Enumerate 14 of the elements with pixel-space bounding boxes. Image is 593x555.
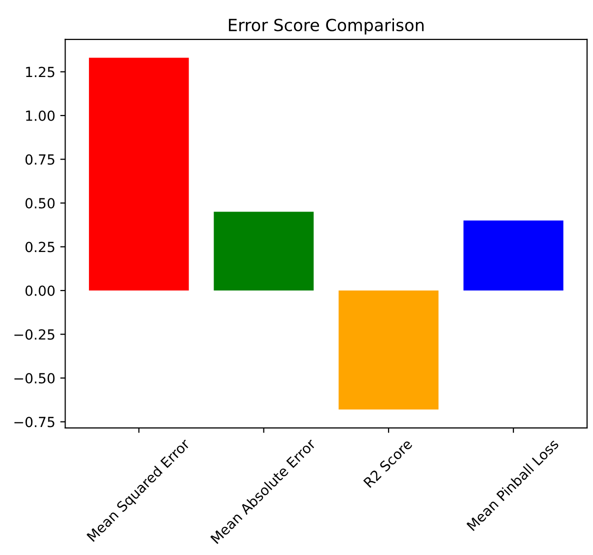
y-tick-label: 0.00 [26, 286, 55, 296]
y-tick-label: −0.50 [14, 373, 55, 384]
y-tick-label: 0.50 [26, 198, 55, 209]
y-tick-label: −0.25 [14, 329, 54, 340]
y-tick-label: 1.25 [26, 66, 54, 78]
bar [338, 290, 439, 410]
bar [88, 58, 189, 291]
bar [214, 212, 314, 291]
y-tick-label: 1.00 [26, 110, 55, 122]
y-tick-label: 0.25 [26, 242, 54, 252]
chart-title: Error Score Comparison [228, 18, 424, 35]
y-tick-label: 0.75 [26, 154, 54, 165]
bar [463, 220, 564, 291]
y-tick-label: −0.75 [14, 416, 54, 428]
